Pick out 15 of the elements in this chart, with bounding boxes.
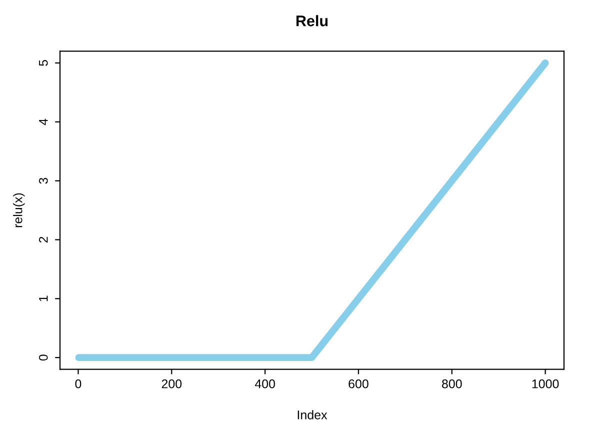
y-tick-label: 3	[38, 178, 48, 184]
x-tick-label: 1000	[532, 379, 559, 388]
x-tick-label: 200	[162, 379, 182, 388]
y-tick-label: 1	[39, 296, 48, 302]
y-tick-label: 2	[38, 236, 48, 243]
chart-title: Relu	[296, 15, 328, 26]
y-tick-label: 0	[38, 354, 48, 361]
y-tick-label: 4	[39, 118, 48, 126]
x-axis-title: Index	[298, 410, 328, 420]
x-tick-label: 400	[254, 379, 275, 388]
x-tick-label: 800	[442, 379, 462, 388]
y-axis-title: relu(x)	[13, 193, 25, 228]
y-tick-label: 5	[39, 60, 48, 66]
x-tick-label: 0	[75, 379, 82, 388]
x-tick-label: 600	[348, 379, 368, 388]
